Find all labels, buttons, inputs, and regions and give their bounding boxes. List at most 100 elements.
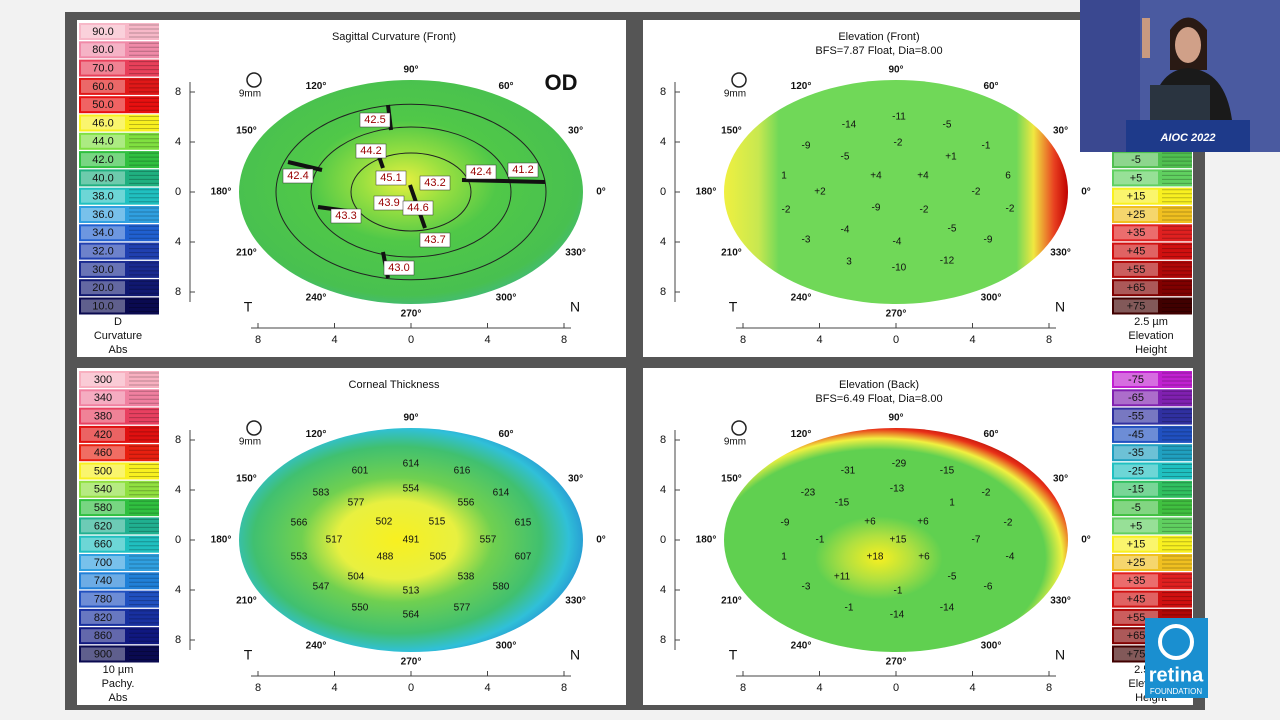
map-label: -1 [894, 586, 903, 597]
scale-swatch [79, 407, 159, 425]
scale-label: 40.0 [92, 172, 113, 184]
angle-label: 180° [211, 187, 232, 198]
side-label: N [570, 299, 580, 315]
angle-label: 150° [236, 474, 257, 485]
scale-label: +25 [1127, 209, 1146, 221]
map-label: -9 [984, 235, 993, 246]
side-label: T [729, 647, 738, 663]
angle-label: 330° [565, 596, 586, 607]
y-tick-label: 4 [175, 484, 181, 496]
map-label: -2 [982, 488, 991, 499]
x-tick-label: 4 [331, 334, 337, 346]
scale-label-box [81, 610, 125, 624]
scale-label: +65 [1127, 630, 1146, 642]
scale-unit: Pachy. [102, 678, 135, 690]
y-tick-label: 0 [660, 186, 666, 198]
angle-label: 0° [1081, 535, 1091, 546]
x-tick-label: 8 [561, 682, 567, 694]
scale-label-box [1114, 464, 1158, 478]
map-label: 44.6 [407, 202, 428, 214]
map-label: -14 [890, 610, 905, 621]
scale-label: -15 [1128, 484, 1144, 496]
angle-label: 330° [1050, 248, 1071, 259]
map-ring [310, 126, 512, 258]
scale-unit: 2.5 µm [1134, 316, 1168, 328]
scale-label: 780 [94, 594, 112, 606]
scale-label: 46.0 [92, 117, 113, 129]
angle-label: 330° [565, 248, 586, 259]
zoom-icon [731, 72, 747, 88]
panel-title: Sagittal Curvature (Front) [332, 31, 456, 43]
angle-label: 240° [791, 292, 812, 303]
map-label: 1 [781, 171, 787, 182]
scale-label-box [1114, 501, 1158, 515]
scale-label: +55 [1127, 612, 1146, 624]
angle-label: 300° [496, 292, 517, 303]
scale-label-box [1114, 262, 1158, 276]
map-label: 43.0 [388, 262, 409, 274]
x-tick-label: 4 [331, 682, 337, 694]
map-label: 43.3 [335, 210, 356, 222]
scale-label: 660 [94, 539, 112, 551]
map-label: 42.4 [287, 170, 308, 182]
map-label-box [359, 112, 391, 128]
panel-title: Elevation (Back) [839, 379, 919, 391]
y-tick-label: 8 [175, 434, 181, 446]
angle-label: 90° [403, 413, 418, 424]
x-tick-label: 4 [484, 682, 490, 694]
y-tick-label: 0 [660, 534, 666, 546]
map-label: -3 [802, 235, 811, 246]
y-tick-label: 0 [175, 534, 181, 546]
map-label: 502 [376, 517, 393, 528]
angle-label: 270° [401, 309, 422, 320]
logo-name: retina [1149, 664, 1204, 686]
map-label-box [355, 143, 387, 159]
map-label: -1 [816, 535, 825, 546]
side-label: T [244, 299, 253, 315]
map-label: 6 [1005, 171, 1011, 182]
map-label: 580 [493, 582, 510, 593]
angle-label: 30° [568, 126, 583, 137]
map-label: 601 [352, 466, 369, 477]
y-tick-label: 8 [660, 434, 666, 446]
x-tick-label: 8 [1046, 334, 1052, 346]
angle-label: 150° [721, 126, 742, 137]
scale-label: 340 [94, 392, 112, 404]
scale-label: -5 [1131, 154, 1141, 166]
scale-swatch [79, 480, 159, 498]
map-label: -7 [972, 535, 981, 546]
scale-swatch [1112, 444, 1192, 462]
map-label: -14 [842, 120, 857, 131]
scale-swatch [1112, 425, 1192, 443]
scale-label: 580 [94, 502, 112, 514]
video-inset: AIOC 2022 [1080, 0, 1280, 152]
scale-label: 90.0 [92, 26, 113, 38]
video-banner: AIOC 2022 [1159, 132, 1215, 144]
logo: retina FOUNDATION [1145, 618, 1208, 698]
map-label: 43.7 [424, 234, 445, 246]
angle-label: 90° [888, 65, 903, 76]
map-label: 564 [403, 610, 420, 621]
x-tick-label: 4 [816, 682, 822, 694]
scale-unit: Abs [109, 692, 128, 704]
scale-swatch [79, 187, 159, 205]
scale-label-box [81, 482, 125, 496]
scale-swatch [1112, 517, 1192, 535]
angle-label: 0° [596, 535, 606, 546]
map-label: -2 [1004, 518, 1013, 529]
angle-label: 180° [696, 535, 717, 546]
scale-swatch [1112, 499, 1192, 517]
scale-label-box [81, 647, 125, 661]
angle-label: 300° [981, 292, 1002, 303]
angle-label: 240° [791, 640, 812, 651]
angle-label: 180° [696, 187, 717, 198]
y-tick-label: 8 [175, 634, 181, 646]
map-label: -29 [892, 459, 907, 470]
map-label: -2 [1006, 204, 1015, 215]
map-label: -5 [841, 152, 850, 163]
side-label: T [729, 299, 738, 315]
scale-swatch [79, 132, 159, 150]
zoom-label: 9mm [239, 437, 261, 448]
angle-label: 180° [211, 535, 232, 546]
scale-label-box [81, 391, 125, 405]
